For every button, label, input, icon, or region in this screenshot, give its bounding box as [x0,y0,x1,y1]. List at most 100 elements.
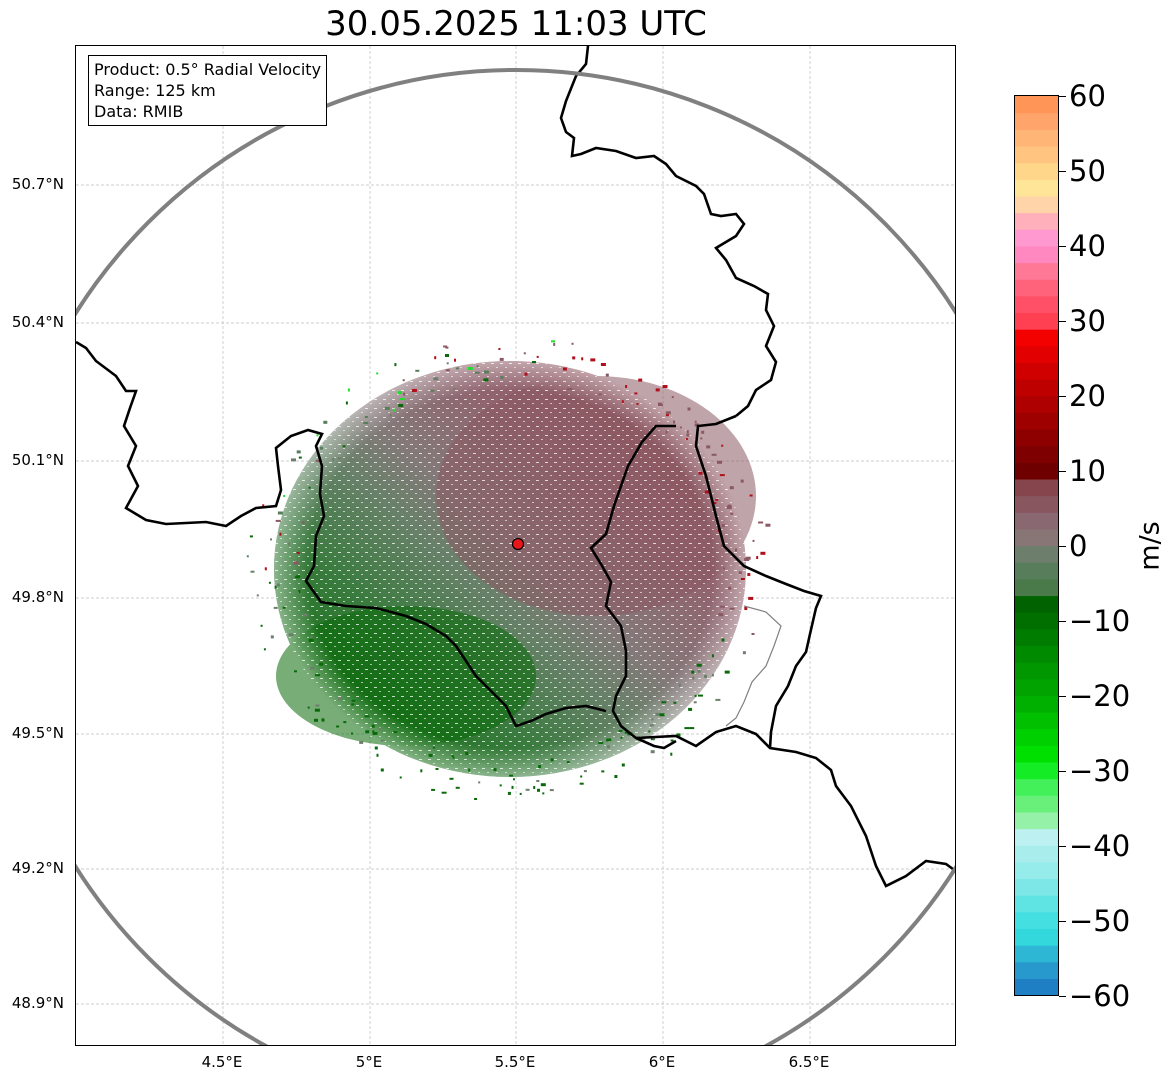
info-range: Range: 125 km [94,81,216,100]
echo-speckle-pixel [398,391,402,395]
echo-speckle-pixel [513,778,515,781]
echo-speckle-pixel [719,474,725,477]
echo-speckle-pixel [553,342,556,346]
echo-speckle-pixel [537,788,540,792]
echo-speckle-pixel [711,453,717,456]
echo-speckle-pixel [688,707,693,711]
echo-speckle-pixel [282,606,286,609]
radar-map [75,45,956,1046]
echo-speckle-pixel [711,654,714,658]
colorbar-tick [1059,471,1066,472]
echo-speckle-pixel [443,345,448,348]
map-title: 30.05.2025 11:03 UTC [325,4,707,44]
echo-speckle-pixel [658,404,663,406]
colorbar-band [1015,678,1058,696]
echo-speckle-pixel [730,512,734,515]
colorbar-band [1015,961,1058,979]
echo-speckle-pixel [392,408,395,412]
echo-speckle-pixel [399,776,402,779]
echo-speckle-pixel [715,698,721,701]
echo-speckle-pixel [765,523,771,527]
colorbar-tick [1059,846,1066,847]
echo-speckle-pixel [310,635,313,638]
colorbar-band [1015,645,1058,663]
echo-speckle-pixel [433,377,439,381]
echo-speckle-pixel [670,752,673,756]
echo-speckle-pixel [538,765,542,768]
echo-speckle-pixel [697,669,701,673]
lat-tick-label: 49.5°N [11,724,64,742]
echo-speckle-pixel [566,761,570,764]
colorbar-band [1015,112,1058,130]
colorbar-band [1015,179,1058,197]
echo-speckle-pixel [452,756,455,759]
echo-speckle-pixel [606,738,612,742]
border-be-fr [76,340,607,728]
echo-speckle-pixel [742,651,746,655]
echo-speckle-pixel [445,369,450,372]
echo-speckle-pixel [698,471,703,475]
colorbar-band [1015,245,1058,264]
echo-speckle-pixel [445,346,449,349]
echo-speckle-pixel [740,479,744,483]
echo-speckle-pixel [474,371,480,374]
echo-speckle-pixel [320,446,323,450]
echo-speckle-pixel [374,746,378,750]
echo-speckle-pixel [270,538,272,541]
echo-speckle-pixel [735,548,737,552]
colorbar-bands [1015,96,1058,995]
echo-speckle-pixel [648,730,651,733]
echo-speckle-pixel [468,768,471,772]
echo-speckle-pixel [590,358,596,362]
echo-speckle-pixel [451,754,454,757]
echo-speckle-pixel [751,633,755,635]
echo-speckle-pixel [399,398,405,400]
colorbar-band [1015,728,1058,746]
echo-speckle-pixel [711,673,714,677]
echo-speckle-pixel [293,561,299,565]
echo-speckle-pixel [704,674,707,678]
echo-speckle-pixel [308,505,312,508]
lat-tick-label: 50.7°N [11,175,64,193]
echo-speckle-pixel [476,365,479,368]
echo-speckle-pixel [685,438,688,440]
info-product: Product: 0.5° Radial Velocity [94,60,322,79]
echo-speckle-pixel [432,746,435,749]
colorbar-tick-label: −30 [1069,754,1131,788]
border-be-lu-de [694,414,823,749]
echo-speckle-pixel [727,504,732,508]
colorbar-tick [1059,96,1066,97]
border-be-de-north [559,46,778,417]
echo-speckle-pixel [724,670,730,674]
echo-speckle-pixel [549,789,554,792]
colorbar-tick-label: 10 [1069,454,1106,488]
colorbar-tick-label: 60 [1069,79,1106,113]
echo-speckle-pixel [435,768,439,770]
echo-speckle-pixel [638,378,643,382]
echo-speckle-pixel [276,583,280,587]
colorbar-band [1015,911,1058,930]
echo-speckle-pixel [728,586,732,590]
echo-speckle-pixel [679,426,682,429]
colorbar-tick [1059,771,1066,772]
echo-speckle-pixel [519,792,522,795]
echo-speckle-pixel [246,555,249,558]
echo-speckle-pixel [601,770,605,773]
colorbar-tick-label: −60 [1069,979,1131,1013]
echo-speckle-pixel [315,459,320,462]
echo-speckle-pixel [744,558,750,561]
colorbar-band [1015,745,1058,763]
echo-speckle-pixel [403,392,405,396]
echo-speckle-pixel [478,781,481,784]
echo-speckle-pixel [294,670,297,673]
echo-speckle-pixel [536,780,540,782]
echo-speckle-pixel [260,624,263,627]
echo-speckle-pixel [371,724,375,728]
colorbar-tick [1059,621,1066,622]
echo-speckle-pixel [719,605,725,608]
echo-speckle-pixel [264,567,267,571]
colorbar-band [1015,145,1058,164]
colorbar-band [1015,761,1058,780]
velocity-colorbar [1014,95,1059,996]
echo-speckle-pixel [671,396,674,399]
